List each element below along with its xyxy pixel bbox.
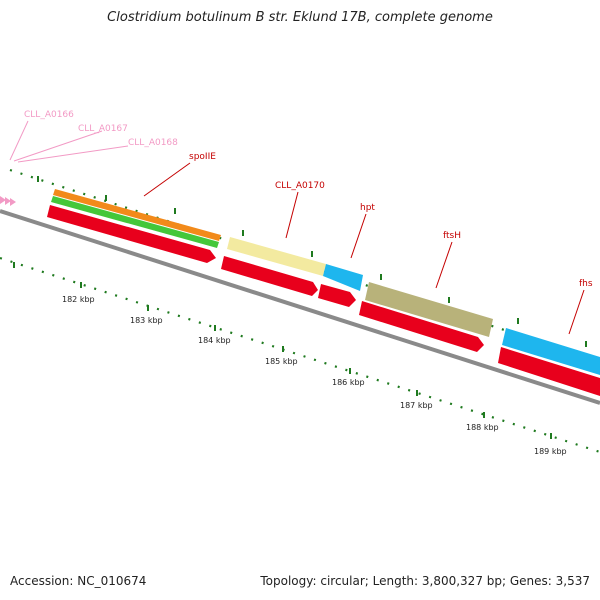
feature-olive-bar: [365, 282, 493, 337]
inner-tick-track: [0, 256, 600, 454]
gene-label-hpt: hpt: [360, 203, 375, 213]
gene-label-fhs: fhs: [579, 279, 593, 289]
feature-red-arrow-2: [221, 256, 318, 296]
gene-label-CLL_A0168: CLL_A0168: [128, 138, 178, 148]
gene-labels: CLL_A0166 CLL_A0167 CLL_A0168 spoIIE CLL…: [24, 110, 593, 289]
accession-text: Accession: NC_010674: [10, 574, 147, 588]
feature-cyan-bar-1: [323, 264, 363, 291]
kbp-label: 185 kbp: [265, 357, 298, 366]
feature-red-arrow-3: [318, 284, 356, 307]
feature-red-arrow-5: [498, 347, 600, 396]
kbp-label: 186 kbp: [332, 378, 365, 387]
kbp-label: 183 kbp: [130, 316, 163, 325]
genome-summary-text: Topology: circular; Length: 3,800,327 bp…: [260, 574, 590, 588]
feature-CLL_A0170-group: [221, 237, 363, 307]
kbp-label: 187 kbp: [400, 401, 433, 410]
feature-spoIIE-group: [47, 189, 221, 263]
map-title: Clostridium botulinum B str. Eklund 17B,…: [107, 10, 493, 25]
kbp-label: 184 kbp: [198, 336, 231, 345]
leader-lines: [9, 120, 585, 335]
kbp-label: 188 kbp: [466, 423, 499, 432]
gene-label-ftsH: ftsH: [443, 231, 461, 241]
feature-yellow-bar: [227, 237, 326, 276]
feature-fhs-group: [498, 328, 600, 396]
feature-cyan-bar-2: [502, 328, 600, 375]
small-gene-arrows: [0, 196, 16, 206]
genome-backbone: [0, 209, 600, 405]
gene-label-spoIIE: spoIIE: [189, 152, 216, 162]
feature-red-arrow-4: [359, 301, 484, 352]
kbp-label: 182 kbp: [62, 295, 95, 304]
outer-tick-track: [9, 168, 600, 363]
feature-green-bar: [51, 196, 219, 248]
feature-orange-bar: [53, 189, 221, 241]
kbp-label: 189 kbp: [534, 447, 567, 456]
gene-label-CLL_A0170: CLL_A0170: [275, 181, 325, 191]
feature-ftsH-group: [359, 282, 493, 352]
feature-red-arrow-1: [47, 205, 216, 263]
gene-label-CLL_A0166: CLL_A0166: [24, 110, 74, 120]
gene-label-CLL_A0167: CLL_A0167: [78, 124, 128, 134]
kbp-labels: 182 kbp 183 kbp 184 kbp 185 kbp 186 kbp …: [62, 295, 567, 456]
